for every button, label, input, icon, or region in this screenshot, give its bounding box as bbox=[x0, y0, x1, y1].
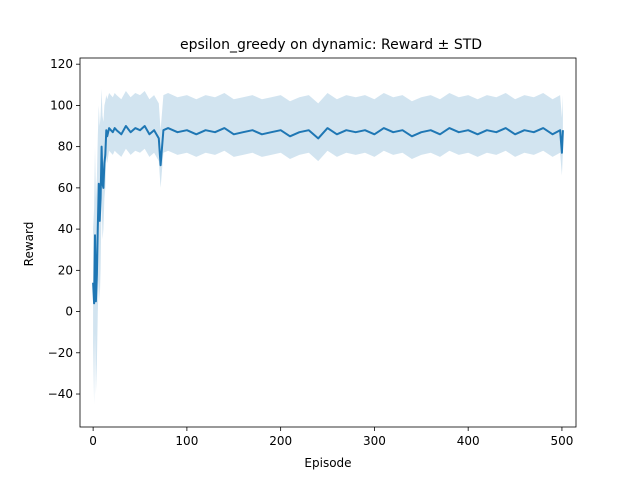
x-tick-label: 400 bbox=[457, 434, 480, 448]
y-tick-label: 20 bbox=[58, 263, 73, 277]
y-tick-label: −40 bbox=[48, 387, 73, 401]
x-axis-label: Episode bbox=[304, 456, 351, 470]
mean-reward-line-0 bbox=[92, 125, 564, 305]
y-tick-label: 80 bbox=[58, 140, 73, 154]
y-tick-label: 40 bbox=[58, 222, 73, 236]
y-tick-label: 60 bbox=[58, 181, 73, 195]
chart-title: epsilon_greedy on dynamic: Reward ± STD bbox=[180, 37, 482, 53]
x-tick-label: 200 bbox=[269, 434, 292, 448]
x-tick-label: 0 bbox=[89, 434, 97, 448]
y-axis-label: Reward bbox=[22, 222, 36, 267]
x-tick-label: 500 bbox=[550, 434, 573, 448]
std-band-0 bbox=[93, 88, 563, 405]
y-tick-label: 120 bbox=[50, 57, 73, 71]
axes: 0 100 200 300 400 500 −40 −20 0 20 40 60 80 100 120 bbox=[48, 57, 577, 448]
plot-area bbox=[92, 88, 564, 405]
y-tick-label: 100 bbox=[50, 98, 73, 112]
y-tick-label: −20 bbox=[48, 346, 73, 360]
x-tick-label: 300 bbox=[363, 434, 386, 448]
axes-frame bbox=[79, 57, 577, 428]
x-tick-label: 100 bbox=[175, 434, 198, 448]
y-tick-label: 0 bbox=[65, 305, 73, 319]
